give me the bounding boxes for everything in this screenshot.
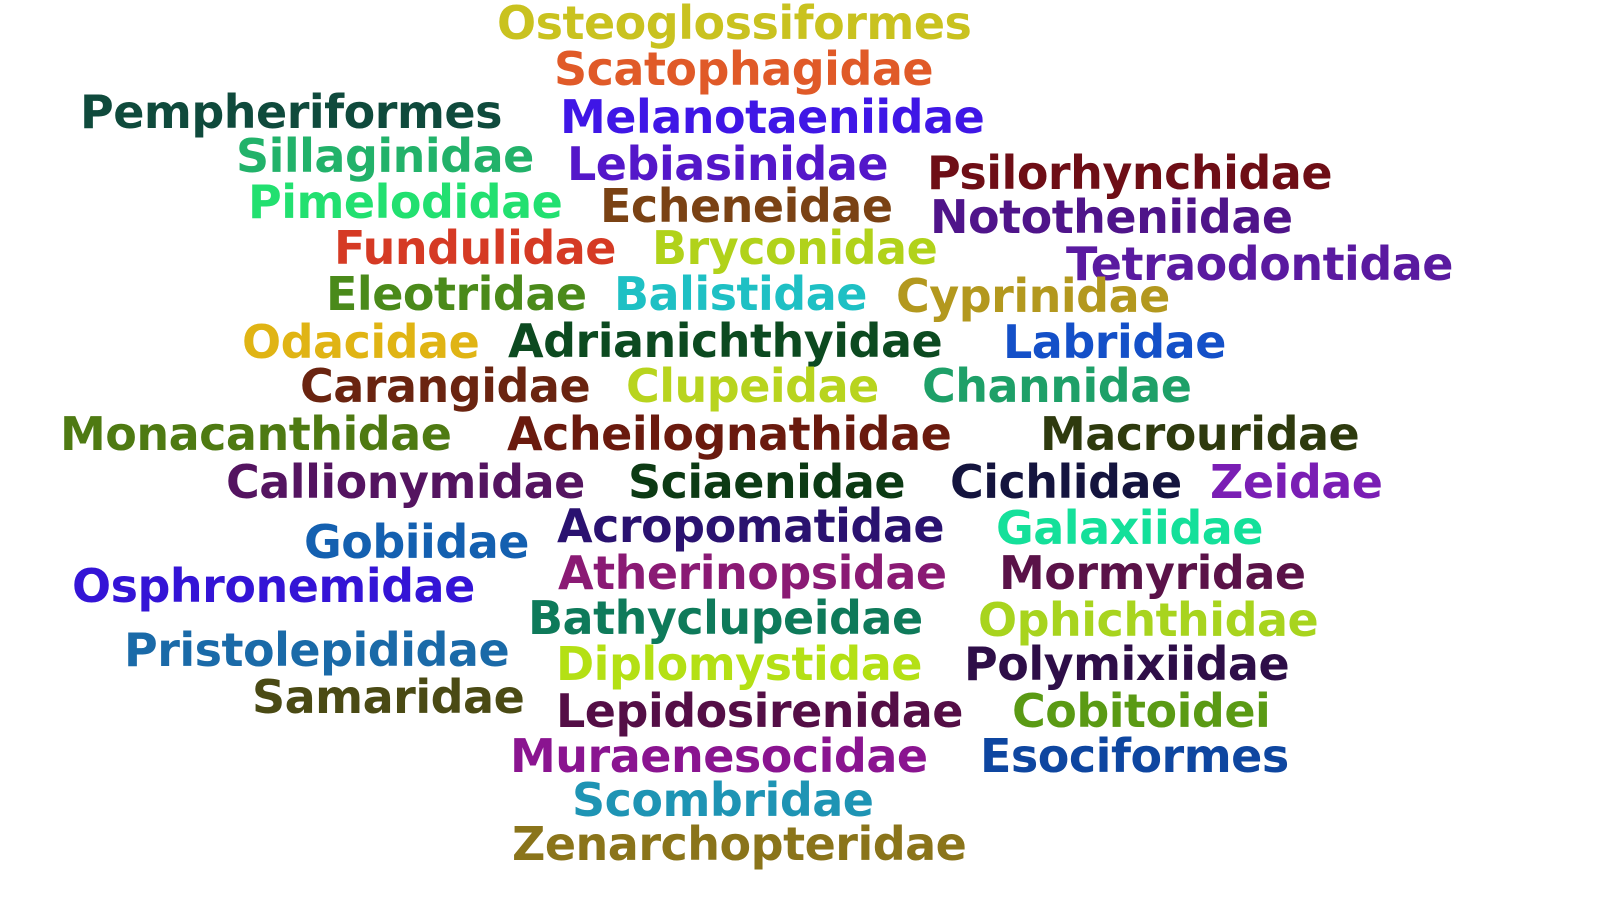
cloud-word: Eleotridae — [326, 267, 587, 321]
cloud-word: Samaridae — [252, 670, 525, 724]
cloud-word: Cichlidae — [950, 455, 1182, 509]
cloud-word: Melanotaeniidae — [560, 90, 985, 144]
cloud-word: Acropomatidae — [557, 499, 945, 553]
cloud-word: Echeneidae — [600, 179, 893, 233]
cloud-word: Zenarchopteridae — [512, 817, 967, 871]
cloud-word: Scatophagidae — [554, 42, 934, 96]
cloud-word: Balistidae — [614, 267, 867, 321]
cloud-word: Muraenesocidae — [510, 729, 928, 783]
cloud-word: Esociformes — [980, 729, 1289, 783]
cloud-word: Sillaginidae — [236, 129, 534, 183]
cloud-word: Sciaenidae — [628, 455, 906, 509]
cloud-word: Channidae — [922, 359, 1192, 413]
cloud-word: Osphronemidae — [72, 559, 475, 613]
cloud-word: Tetraodontidae — [1066, 237, 1454, 291]
cloud-word: Nototheniidae — [930, 190, 1293, 244]
cloud-word: Gobiidae — [304, 515, 530, 569]
cloud-word: Polymixiidae — [964, 637, 1290, 691]
cloud-word: Lebiasinidae — [567, 137, 889, 191]
cloud-word: Bryconidae — [652, 221, 938, 275]
cloud-word: Callionymidae — [226, 455, 585, 509]
cloud-word: Cyprinidae — [896, 269, 1170, 323]
cloud-word: Pimelodidae — [248, 175, 563, 229]
cloud-word: Pristolepididae — [124, 623, 510, 677]
cloud-word: Odacidae — [242, 315, 480, 369]
cloud-word: Clupeidae — [626, 359, 879, 413]
cloud-word: Macrouridae — [1040, 407, 1360, 461]
cloud-word: Cobitoidei — [1012, 684, 1271, 738]
cloud-word: Galaxiidae — [996, 501, 1263, 555]
cloud-word: Mormyridae — [999, 546, 1306, 600]
cloud-word: Acheilognathidae — [507, 407, 952, 461]
cloud-word: Lepidosirenidae — [556, 684, 963, 738]
cloud-word: Scombridae — [572, 773, 874, 827]
cloud-word: Bathyclupeidae — [528, 591, 923, 645]
cloud-word: Osteoglossiformes — [497, 0, 972, 50]
cloud-word: Zeidae — [1210, 455, 1383, 509]
cloud-word: Pempheriformes — [80, 85, 502, 139]
cloud-word: Ophichthidae — [978, 593, 1319, 647]
cloud-word: Atherinopsidae — [558, 546, 947, 600]
cloud-word: Labridae — [1003, 315, 1226, 369]
cloud-word: Carangidae — [300, 359, 591, 413]
cloud-word: Fundulidae — [334, 221, 617, 275]
cloud-word: Monacanthidae — [60, 407, 452, 461]
cloud-word: Diplomystidae — [556, 637, 922, 691]
cloud-word: Psilorhynchidae — [927, 146, 1333, 200]
cloud-word: Adrianichthyidae — [508, 314, 943, 368]
